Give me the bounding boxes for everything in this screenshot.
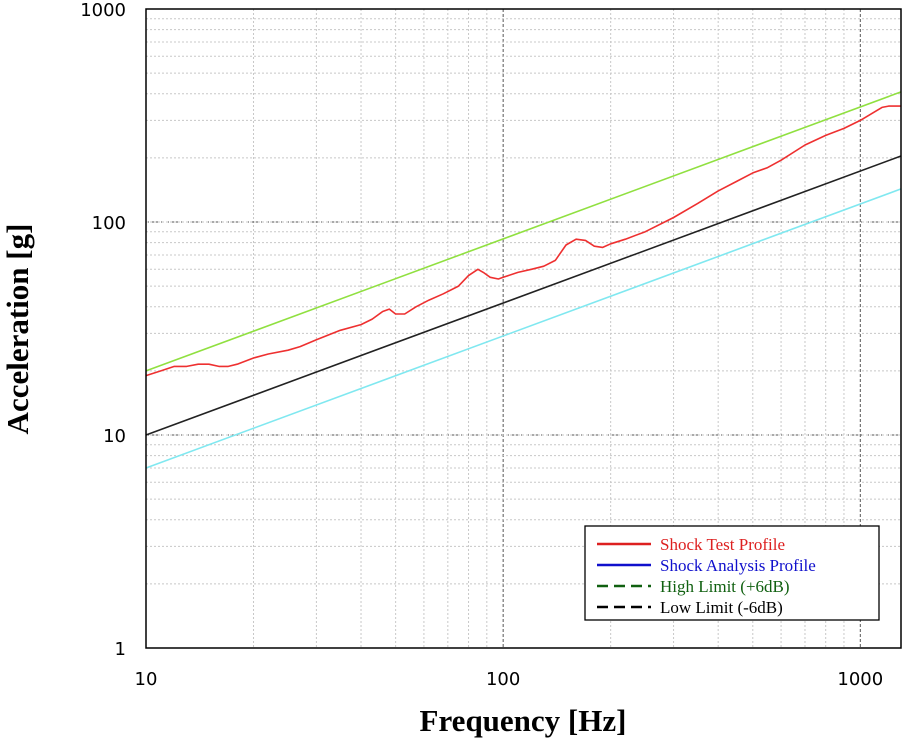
x-tick-label: 10: [135, 669, 158, 690]
y-tick-label: 100: [92, 213, 126, 234]
y-tick-label: 10: [103, 426, 126, 447]
y-tick-labels: 1 10 100 1000: [80, 0, 126, 660]
series-line-2: [145, 91, 902, 372]
legend-label: High Limit (+6dB): [660, 577, 790, 596]
y-axis-title: Acceleration [g]: [0, 224, 35, 435]
series-line-1: [145, 105, 901, 377]
legend-label: Shock Analysis Profile: [660, 556, 816, 575]
series-line-3: [145, 155, 902, 436]
legend-label: Low Limit (-6dB): [660, 598, 783, 617]
x-axis-title: Frequency [Hz]: [420, 703, 627, 738]
legend-label: Shock Test Profile: [660, 535, 785, 554]
y-tick-label: 1: [115, 639, 126, 660]
series-line-4: [145, 188, 902, 469]
series-layer: [145, 91, 902, 469]
plot-frame: [145, 8, 902, 649]
legend: Shock Test Profile Shock Analysis Profile…: [584, 525, 880, 621]
x-tick-label: 100: [486, 669, 520, 690]
x-tick-label: 1000: [837, 669, 883, 690]
legend-box: [584, 525, 880, 621]
x-tick-labels: 10 100 1000: [135, 669, 884, 690]
y-tick-label: 1000: [80, 0, 126, 21]
